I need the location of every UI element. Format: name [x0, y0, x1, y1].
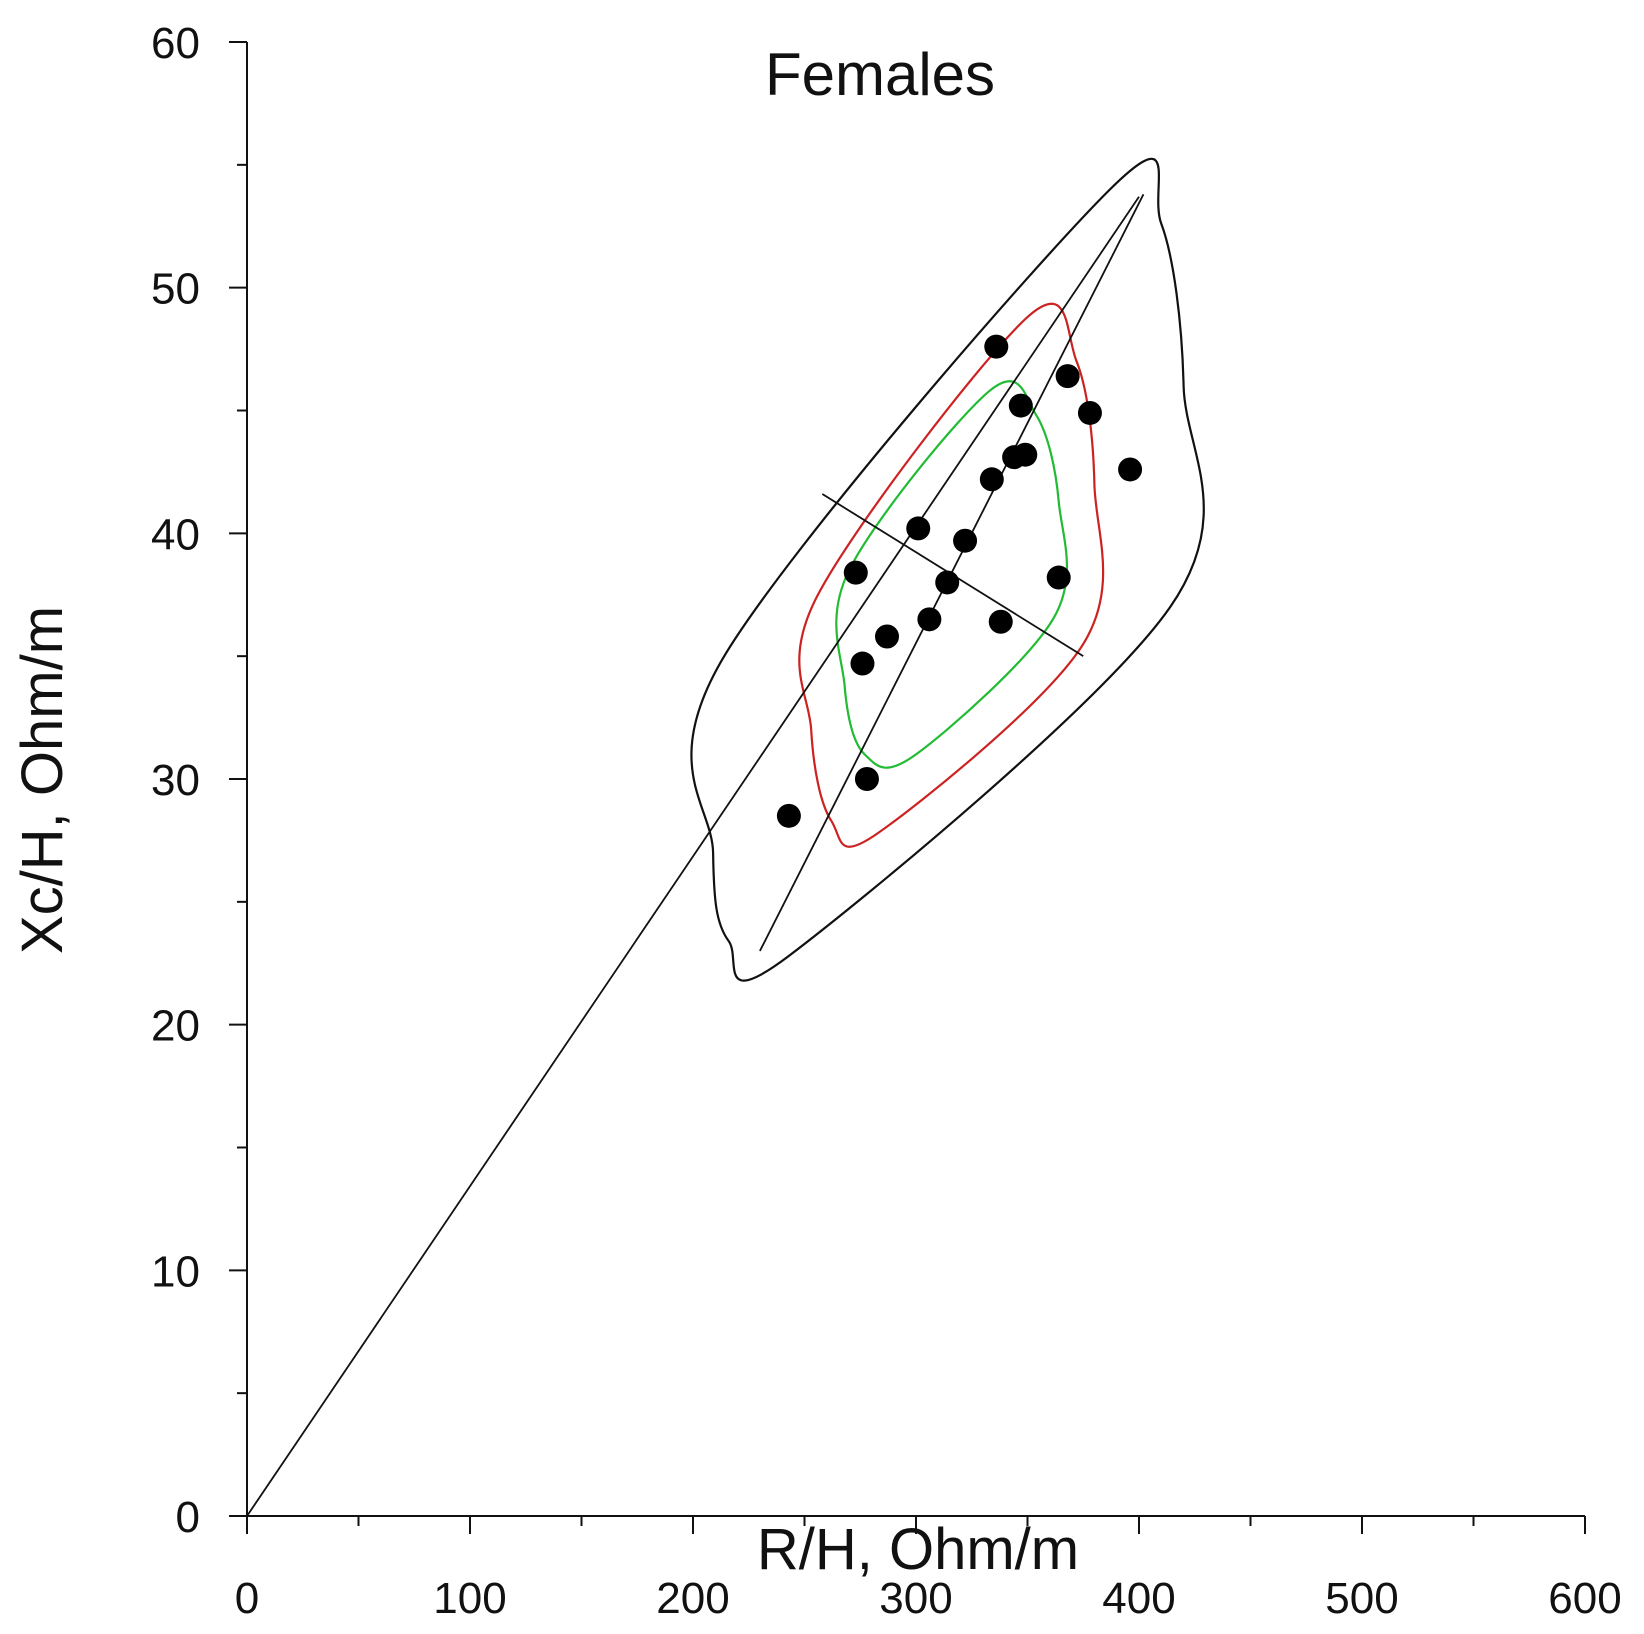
- data-point: [843, 560, 868, 585]
- x-axis-title: R/H, Ohm/m: [757, 1517, 1079, 1582]
- x-tick-label: 0: [235, 1574, 259, 1623]
- tolerance-ellipse-95: [690, 157, 1205, 982]
- data-point: [979, 467, 1004, 492]
- data-point: [1077, 400, 1102, 425]
- x-tick-label: 600: [1548, 1574, 1621, 1623]
- tolerance-ellipses: [690, 157, 1205, 982]
- data-point: [984, 334, 1009, 359]
- data-point: [1046, 565, 1071, 590]
- data-points: [776, 334, 1143, 828]
- y-tick-label: 0: [176, 1493, 200, 1542]
- x-tick-label: 300: [879, 1574, 952, 1623]
- y-tick-label: 20: [151, 1002, 200, 1051]
- data-point: [953, 528, 978, 553]
- reference-line: [246, 196, 1140, 1517]
- data-point: [875, 624, 900, 649]
- data-point: [854, 767, 879, 791]
- axes: 0 100 200 300 400 500 600 0 10 20 30 40 50 60: [151, 19, 1622, 1623]
- data-point: [917, 607, 942, 632]
- y-tick-label: 60: [151, 19, 200, 68]
- data-point: [906, 516, 931, 541]
- data-point: [1055, 364, 1080, 389]
- x-tick-label: 200: [656, 1574, 729, 1623]
- data-point: [1008, 393, 1033, 418]
- x-tick-label: 500: [1325, 1574, 1398, 1623]
- data-point: [776, 803, 801, 828]
- reference-lines: [246, 193, 1145, 1517]
- data-point: [935, 570, 960, 595]
- data-point: [850, 651, 875, 676]
- data-point: [988, 609, 1013, 634]
- y-tick-label: 40: [151, 510, 200, 559]
- data-point: [1118, 457, 1143, 482]
- y-axis-title: Xc/H, Ohm/m: [10, 606, 75, 954]
- y-tick-label: 50: [151, 265, 200, 314]
- x-tick-label: 400: [1102, 1574, 1175, 1623]
- y-tick-label: 10: [151, 1247, 200, 1296]
- y-tick-label: 30: [151, 756, 200, 805]
- chart-title: Females: [765, 41, 995, 108]
- x-tick-label: 100: [433, 1574, 506, 1623]
- data-point: [1013, 442, 1038, 467]
